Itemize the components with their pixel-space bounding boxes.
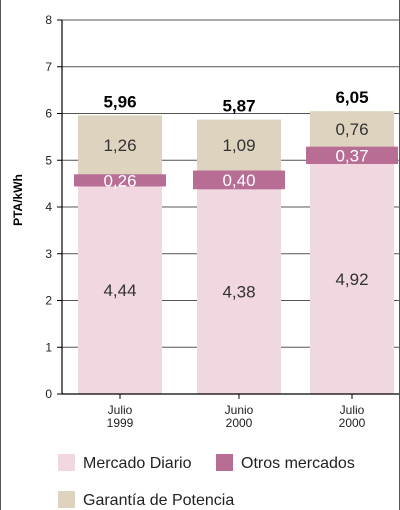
- legend-label: Otros mercados: [241, 455, 355, 472]
- x-tick-label: 1999: [107, 416, 134, 430]
- total-label: 5,96: [103, 92, 136, 111]
- data-label: 4,92: [335, 270, 368, 289]
- y-tick-label: 0: [45, 387, 52, 401]
- bar-segment: [78, 186, 162, 394]
- bars: 4,440,261,260,265,964,380,401,090,405,87…: [74, 88, 398, 394]
- data-label: 4,38: [222, 283, 255, 302]
- data-label: 1,26: [103, 136, 136, 155]
- y-tick-label: 8: [45, 13, 52, 27]
- legend-label: Garantía de Potencia: [83, 492, 234, 509]
- bar-segment: [310, 111, 394, 147]
- legend-swatch: [58, 454, 75, 471]
- x-tick-label: 2000: [339, 416, 366, 430]
- data-label: 0,37: [335, 146, 368, 165]
- total-label: 5,87: [222, 97, 255, 116]
- y-tick-label: 5: [45, 153, 52, 167]
- y-tick-label: 2: [45, 294, 52, 308]
- y-tick-label: 6: [45, 107, 52, 121]
- legend-label: Mercado Diario: [83, 455, 192, 472]
- x-tick-label: Junio: [225, 403, 254, 417]
- y-tick-label: 4: [45, 200, 52, 214]
- bar-segment: [197, 119, 281, 171]
- otros-band: [74, 174, 166, 187]
- y-axis-label: PTA/kWh: [11, 174, 25, 226]
- data-label: 0,26: [103, 171, 136, 190]
- legend-swatch: [216, 454, 233, 471]
- x-tick-label: Julio: [340, 403, 365, 417]
- bar-segment: [197, 189, 281, 394]
- y-tick-label: 3: [45, 247, 52, 261]
- x-tick-label: Julio: [108, 403, 133, 417]
- y-tick-label: 1: [45, 340, 52, 354]
- y-tick-label: 7: [45, 60, 52, 74]
- otros-band: [193, 170, 285, 190]
- x-tick-label: 2000: [226, 416, 253, 430]
- legend-swatch: [58, 491, 75, 508]
- data-label: 0,76: [335, 120, 368, 139]
- bar-segment: [78, 115, 162, 175]
- otros-band: [306, 146, 398, 164]
- data-label: 0,40: [222, 171, 255, 190]
- data-label: 4,44: [103, 281, 136, 300]
- legend: Mercado Diario Otros mercados Garantía de …: [58, 454, 355, 509]
- data-label: 1,09: [222, 136, 255, 155]
- total-label: 6,05: [335, 88, 368, 107]
- bar-segment: [310, 163, 394, 394]
